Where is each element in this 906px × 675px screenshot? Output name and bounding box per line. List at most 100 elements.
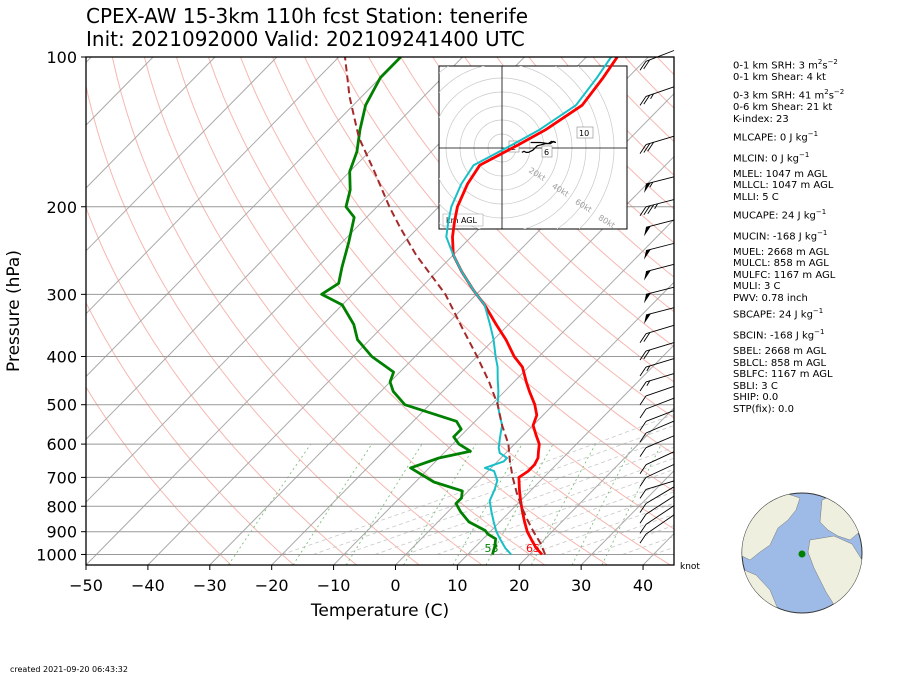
wind-unit-label: knot — [680, 562, 700, 572]
y-tick-label: 200 — [46, 198, 77, 217]
wind-barb-staff — [645, 480, 675, 490]
wind-barb-staff — [645, 324, 675, 335]
x-tick-label: 0 — [390, 576, 400, 595]
wind-barb-staff — [645, 307, 675, 316]
wind-barb-feather — [639, 447, 647, 457]
index-text: SHIP: 0.0 — [733, 392, 779, 404]
x-tick-label: −20 — [255, 576, 289, 595]
wind-barb-staff — [645, 463, 675, 478]
wind-barb-staff — [645, 505, 675, 525]
wind-barb-feather — [647, 142, 655, 152]
index-row: SBCIN: -168 J kg−1 — [733, 328, 825, 342]
hodograph-height-label: 6 — [544, 148, 549, 157]
isotherm — [86, 57, 216, 189]
wind-barb — [644, 176, 675, 193]
index-text: SBLCL: 858 m AGL — [733, 357, 827, 369]
wind-barb — [639, 505, 675, 534]
wind-barb — [639, 451, 675, 474]
wind-barb-half — [646, 365, 651, 372]
x-tick-label: 40 — [633, 576, 653, 595]
dry-adiabat — [86, 386, 232, 565]
wind-barb-feather — [639, 366, 647, 377]
wind-barb-feather — [643, 143, 651, 153]
wind-barb — [644, 219, 675, 237]
hodograph-height-box — [541, 145, 553, 158]
isotherm — [86, 57, 402, 378]
index-row: MLCAPE: 0 J kg−1 — [733, 130, 819, 144]
index-text: MLCAPE: 0 J kg — [733, 132, 808, 144]
index-text: MULCL: 858 m AGL — [733, 258, 829, 270]
dry-adiabat — [111, 57, 483, 565]
wind-barb — [639, 373, 675, 392]
isotherm — [518, 407, 674, 565]
wind-barb-staff — [645, 263, 675, 273]
wind-barb-feather — [639, 464, 647, 474]
index-text: MULFC: 1167 m AGL — [733, 269, 836, 281]
station-marker — [798, 550, 806, 558]
isotherm — [86, 57, 340, 315]
dry-adiabat — [432, 57, 674, 313]
wind-barb-staff — [645, 50, 675, 62]
wind-barb-staff — [645, 451, 675, 466]
wind-barb-feather — [647, 204, 655, 215]
wind-barb-feather — [643, 205, 651, 216]
dewpoint-profile — [320, 57, 497, 555]
x-tick-label: −10 — [317, 576, 351, 595]
dry-adiabat — [336, 57, 674, 419]
wind-barb-feather — [639, 503, 647, 513]
dry-adiabat — [400, 57, 674, 348]
isotherm — [86, 57, 278, 252]
index-text: MUCAPE: 24 J kg — [733, 210, 816, 222]
wind-barb — [639, 480, 675, 499]
wind-barb — [639, 324, 675, 343]
wind-barb-staff — [645, 135, 675, 146]
index-text: MULI: 3 C — [733, 281, 781, 293]
mixing-ratio-line — [228, 443, 312, 565]
wind-barb-staff — [645, 342, 675, 352]
wind-barb-staff — [645, 486, 675, 504]
wind-barb — [639, 342, 675, 361]
index-text: STP(fix): 0.0 — [733, 403, 794, 415]
hodograph-trace — [521, 140, 557, 153]
y-tick-label: 700 — [46, 468, 77, 487]
index-text: SBCAPE: 24 J kg — [733, 309, 813, 321]
isotherm — [271, 155, 674, 565]
index-text: MLLCL: 1047 m AGL — [733, 180, 834, 192]
index-text: K-index: 23 — [733, 113, 789, 125]
index-row: MULCL: 858 m AGL — [733, 258, 844, 270]
index-row: MLCIN: 0 J kg−1 — [733, 150, 810, 165]
y-tick-label: 100 — [46, 48, 77, 67]
index-row: MULFC: 1167 m AGL — [733, 270, 844, 282]
index-row: 0-6 km Shear: 21 kt — [733, 102, 844, 114]
wind-barb-feather — [639, 333, 647, 343]
wind-barb — [644, 286, 675, 304]
x-tick-label: −50 — [69, 576, 103, 595]
index-text: SBLI: 3 C — [733, 380, 778, 392]
wind-barb-feather — [639, 350, 647, 361]
index-row: PWV: 0.78 inch — [733, 293, 844, 305]
mixing-ratio-line — [292, 443, 373, 565]
moist-adiabat — [343, 435, 674, 555]
x-axis-label: Temperature (C) — [310, 601, 449, 621]
wind-barb — [639, 514, 675, 544]
wind-barb-half — [646, 380, 651, 387]
wind-barb-staff — [645, 373, 675, 383]
isotherm — [333, 218, 674, 565]
x-tick-label: 30 — [571, 576, 591, 595]
hodograph-height-label: 10 — [579, 129, 589, 138]
wind-barb-half — [650, 93, 654, 100]
chart-title: CPEX-AW 15-3km 110h fcst Station: teneri… — [86, 4, 528, 28]
wind-barb-feather — [639, 395, 647, 406]
wind-barb-feather — [639, 61, 647, 71]
wind-barb — [639, 435, 675, 457]
wind-barb-feather — [643, 349, 651, 360]
y-tick-label: 300 — [46, 285, 77, 304]
index-row: SBLCL: 858 m AGL — [733, 358, 844, 370]
chart-subtitle: Init: 2021092000 Valid: 202109241400 UTC — [86, 28, 525, 50]
wind-barb-feather — [639, 408, 647, 419]
wind-barb — [639, 86, 675, 106]
wind-barb-feather — [639, 144, 647, 154]
y-tick-label: 500 — [46, 396, 77, 415]
wind-barb — [639, 420, 675, 443]
